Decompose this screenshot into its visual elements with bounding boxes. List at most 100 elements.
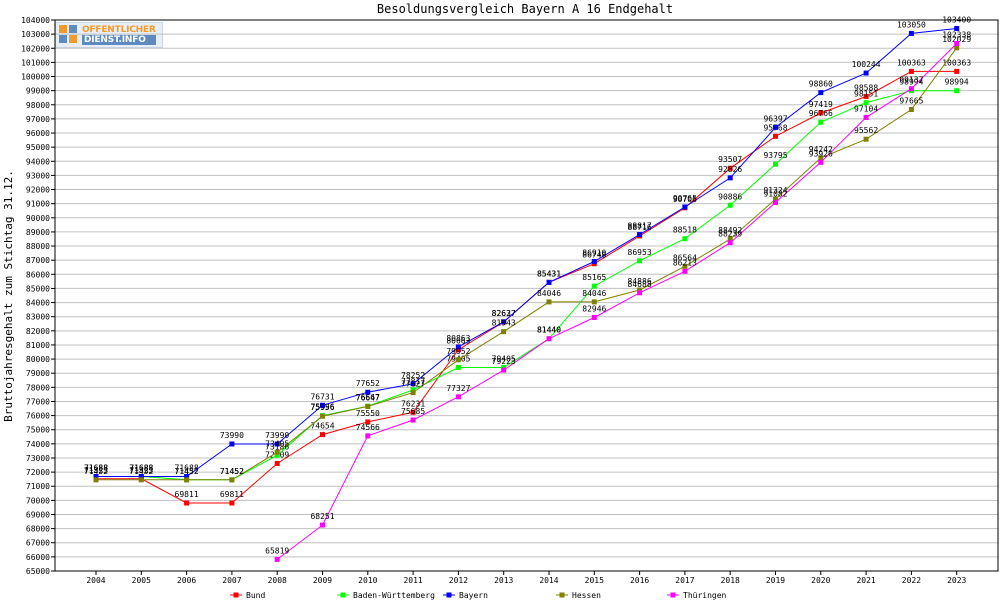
data-label-bayern: 86910: [582, 248, 606, 257]
data-point-bayern: [184, 474, 190, 480]
data-label-th-ringen: 99137: [899, 76, 923, 85]
data-label-bund: 97419: [809, 100, 833, 109]
data-point-hessen: [138, 477, 144, 483]
data-point-th-ringen: [410, 417, 416, 423]
data-label-bayern: 90765: [673, 194, 697, 203]
data-point-bayern: [773, 124, 778, 130]
data-label-th-ringen: 102338: [942, 30, 971, 39]
logo-text-line1: OFFENTLICHER: [82, 25, 156, 35]
data-label-bayern: 103400: [942, 15, 971, 24]
data-label-bund: 86748: [582, 251, 606, 260]
data-point-baden-w-rttemberg: [773, 161, 778, 167]
data-label-bayern: 71688: [129, 464, 153, 473]
y-tick-label: 88000: [26, 242, 50, 251]
data-point-baden-w-rttemberg: [954, 88, 960, 94]
data-label-bund: 90706: [673, 195, 697, 204]
legend-swatch-bayern: [446, 592, 452, 598]
data-point-bund: [954, 68, 960, 74]
y-tick-label: 104000: [21, 16, 50, 25]
data-label-baden-w-rttemberg: 79405: [492, 354, 516, 363]
legend-swatch-bund: [233, 592, 239, 598]
x-tick-label: 2021: [856, 576, 875, 585]
x-tick-label: 2018: [721, 576, 740, 585]
data-label-hessen: 94242: [809, 145, 833, 154]
data-point-bayern: [818, 90, 824, 96]
y-axis-label: Bruttojahresgehalt zum Stichtag 31.12.: [2, 170, 15, 422]
y-tick-label: 70000: [26, 496, 50, 505]
data-point-th-ringen: [320, 522, 325, 528]
data-label-hessen: 71452: [84, 467, 108, 476]
data-label-bund: 71523: [129, 466, 153, 475]
data-point-bund: [727, 165, 733, 171]
data-point-hessen: [954, 45, 960, 51]
data-label-th-ringen: 97104: [854, 104, 878, 113]
x-tick-label: 2008: [268, 576, 287, 585]
data-point-bund: [455, 347, 461, 353]
y-tick-label: 94000: [26, 157, 50, 166]
data-point-hessen: [591, 299, 597, 305]
data-point-th-ringen: [727, 240, 733, 246]
y-tick-label: 100000: [21, 73, 50, 82]
data-point-bayern: [591, 258, 597, 264]
data-label-baden-w-rttemberg: 86953: [628, 248, 652, 257]
series-line-th-ringen: [276, 43, 958, 560]
data-label-bund: 71523: [84, 466, 108, 475]
legend-label-th-ringen: Thüringen: [683, 591, 727, 600]
legend-swatch-hessen: [559, 592, 565, 598]
data-point-bayern: [93, 474, 99, 480]
legend-label-hessen: Hessen: [572, 591, 601, 600]
y-tick-label: 73000: [26, 454, 50, 463]
data-point-hessen: [93, 477, 99, 483]
data-label-bayern: 103050: [897, 20, 926, 29]
site-logo: OFFENTLICHER DIENST.INFO: [55, 22, 163, 48]
data-point-baden-w-rttemberg: [591, 283, 597, 289]
data-point-hessen: [365, 403, 371, 409]
data-label-bayern: 100244: [852, 60, 881, 69]
y-tick-label: 77000: [26, 397, 50, 406]
data-label-bayern: 82637: [492, 309, 516, 318]
legend-label-bayern: Bayern: [459, 591, 488, 600]
data-label-baden-w-rttemberg: 98994: [899, 78, 923, 87]
y-tick-label: 75000: [26, 426, 50, 435]
data-point-bayern: [637, 232, 643, 238]
data-point-bayern: [274, 441, 280, 447]
data-point-bund: [229, 500, 235, 506]
data-label-th-ringen: 68251: [310, 512, 334, 521]
y-tick-label: 99000: [26, 87, 50, 96]
y-tick-label: 68000: [26, 525, 50, 534]
data-label-bund: 80663: [446, 337, 470, 346]
x-tick-label: 2006: [177, 576, 196, 585]
data-label-hessen: 84046: [537, 289, 561, 298]
y-tick-label: 81000: [26, 341, 50, 350]
data-label-bund: 75550: [356, 409, 380, 418]
y-tick-label: 101000: [21, 58, 50, 67]
chart-title: Besoldungsvergleich Bayern A 16 Endgehal…: [377, 2, 673, 16]
data-label-th-ringen: 77327: [446, 384, 470, 393]
data-point-bayern: [954, 25, 960, 31]
data-point-bund: [773, 133, 778, 139]
data-point-hessen: [863, 136, 869, 142]
x-tick-label: 2023: [947, 576, 966, 585]
plot-frame: [54, 19, 999, 572]
data-label-th-ringen: 79223: [492, 357, 516, 366]
data-point-bayern: [863, 70, 869, 76]
data-label-baden-w-rttemberg: 98994: [945, 78, 969, 87]
y-tick-label: 74000: [26, 440, 50, 449]
y-tick-label: 97000: [26, 115, 50, 124]
data-point-hessen: [546, 299, 552, 305]
data-label-th-ringen: 65819: [265, 546, 289, 555]
data-point-bayern: [546, 279, 552, 285]
data-label-bayern: 73990: [220, 431, 244, 440]
data-label-bund: 69811: [220, 490, 244, 499]
data-label-bayern: 71688: [84, 464, 108, 473]
data-point-hessen: [229, 477, 235, 483]
x-tick-label: 2016: [630, 576, 649, 585]
data-point-hessen: [682, 263, 688, 269]
data-point-bayern: [410, 381, 416, 387]
data-label-hessen: 71452: [175, 467, 199, 476]
x-tick-label: 2011: [403, 576, 422, 585]
data-label-bund: 85431: [537, 269, 561, 278]
y-tick-label: 69000: [26, 510, 50, 519]
data-label-bayern: 71688: [175, 464, 199, 473]
